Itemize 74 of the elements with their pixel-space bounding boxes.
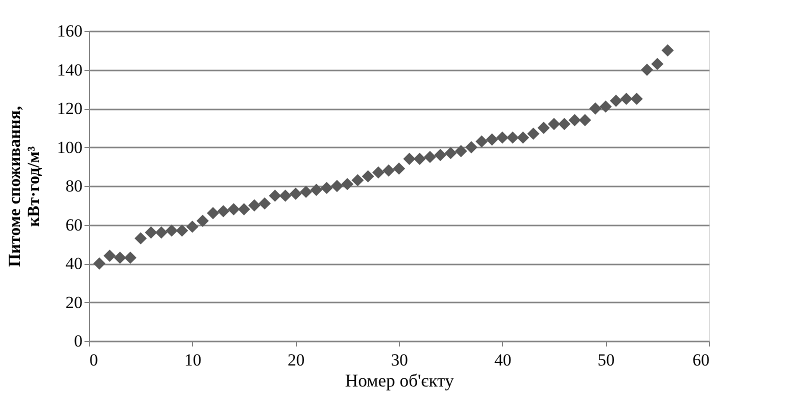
point [155, 226, 168, 239]
point [516, 131, 530, 144]
x-tick-label: 20 [288, 350, 305, 370]
point [330, 180, 344, 192]
point [434, 148, 446, 162]
point [176, 224, 188, 237]
point [166, 224, 178, 237]
point [217, 205, 230, 218]
point [392, 162, 406, 175]
point [662, 44, 674, 56]
point [476, 135, 488, 148]
point [144, 226, 158, 239]
point [486, 133, 498, 146]
y-axis-title: Питоме споживання, кВт·год/м³ [5, 106, 43, 267]
point [589, 102, 602, 115]
point [300, 186, 312, 198]
point [372, 166, 384, 179]
x-tick-label: 50 [598, 350, 615, 370]
point [403, 152, 416, 165]
point [506, 131, 519, 144]
point [600, 100, 612, 113]
point [362, 170, 374, 182]
point [548, 118, 560, 130]
x-axis-title: Номер об'єкту [345, 370, 454, 390]
point [424, 150, 436, 164]
point [134, 232, 147, 244]
point [290, 188, 302, 200]
y-tick-label: 100 [57, 138, 82, 157]
point [454, 145, 468, 158]
y-tick-label: 160 [57, 22, 82, 40]
y-tick-label: 60 [66, 215, 82, 234]
point [341, 178, 354, 190]
point [610, 94, 622, 107]
y-tick-label: 80 [66, 176, 82, 196]
point [640, 64, 654, 76]
point [186, 220, 198, 233]
point [279, 190, 292, 202]
point [630, 92, 643, 105]
point [104, 250, 116, 262]
x-tick-label: 40 [494, 350, 512, 370]
point [310, 184, 322, 196]
y-tick-label: 120 [57, 99, 82, 118]
point [414, 152, 426, 165]
point [568, 114, 581, 126]
y-tick-label: 0 [74, 332, 82, 350]
x-tick-label: 10 [184, 350, 202, 370]
point [124, 252, 136, 264]
point [196, 214, 209, 227]
point [465, 141, 478, 154]
point [352, 174, 364, 186]
point [382, 164, 395, 177]
point [538, 122, 550, 134]
point [496, 131, 508, 144]
point [444, 146, 457, 160]
x-tick-label: 60 [692, 350, 710, 370]
y-tick-label: 40 [66, 254, 82, 273]
x-tick-label: 30 [391, 350, 408, 370]
x-tick-label: 0 [90, 350, 98, 370]
point [558, 118, 570, 130]
point [268, 190, 282, 202]
point [258, 197, 271, 210]
point [620, 92, 632, 105]
point [651, 58, 664, 70]
point [248, 199, 260, 212]
point [320, 182, 333, 194]
point [206, 207, 220, 220]
point [93, 257, 106, 270]
point [228, 203, 240, 216]
point [114, 252, 126, 264]
point [578, 114, 592, 126]
point [238, 203, 250, 216]
point [527, 128, 540, 140]
y-tick-label: 140 [57, 60, 82, 80]
y-tick-label: 20 [66, 292, 82, 312]
